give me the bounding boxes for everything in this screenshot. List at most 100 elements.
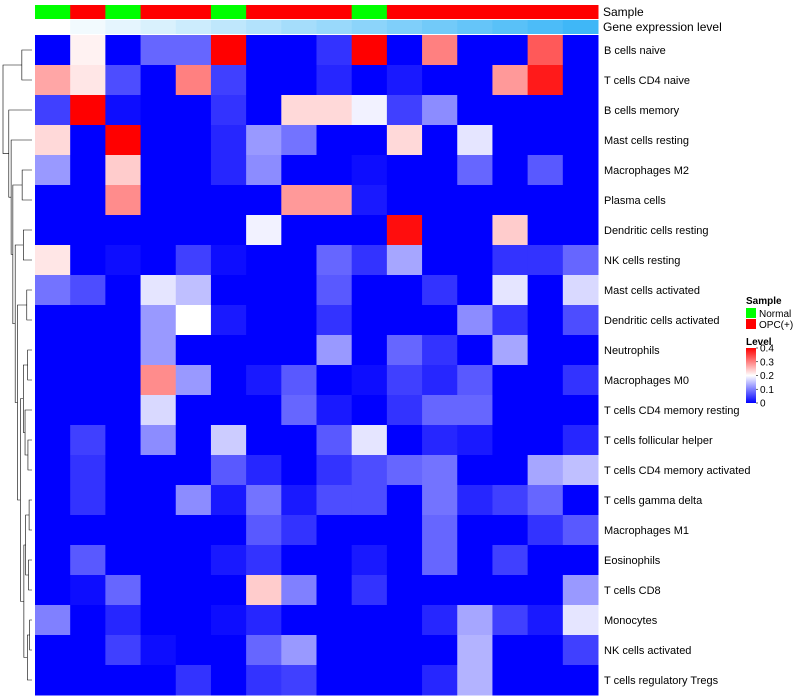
- heatmap-cell: [386, 125, 423, 156]
- heatmap-cell: [140, 245, 177, 276]
- sample-annotation-cell: [140, 5, 177, 19]
- heatmap-cell: [527, 455, 564, 486]
- dendrogram-branch: [28, 559, 32, 591]
- heatmap-cell: [492, 125, 529, 156]
- heatmap-cell: [562, 275, 599, 306]
- heatmap-cell: [35, 455, 71, 486]
- heatmap-cell: [351, 395, 388, 426]
- heatmap-cell: [140, 635, 177, 666]
- heatmap-cell: [246, 35, 282, 66]
- heatmap-cell: [175, 65, 212, 96]
- heatmap-cell: [562, 425, 599, 456]
- heatmap-cell: [281, 635, 317, 666]
- heatmap-cell: [351, 35, 388, 66]
- heatmap-cell: [35, 215, 71, 246]
- heatmap-cell: [105, 155, 142, 186]
- heatmap-cell: [246, 215, 282, 246]
- heatmap-cell: [386, 635, 423, 666]
- heatmap-cell: [351, 95, 388, 126]
- heatmap-cell: [351, 155, 388, 186]
- heatmap-cell: [316, 395, 353, 426]
- heatmap-cell: [316, 215, 353, 246]
- row-label: Dendritic cells activated: [604, 315, 720, 327]
- heatmap-cell: [210, 155, 247, 186]
- heatmap-cell: [316, 455, 353, 486]
- dendrogram-branch: [24, 409, 32, 456]
- heatmap-cell: [562, 575, 599, 606]
- level-tick-label: 0.3: [760, 357, 774, 368]
- heatmap-cell: [386, 95, 423, 126]
- heatmap-cell: [35, 65, 71, 96]
- heatmap-cell: [457, 575, 493, 606]
- heatmap-cell: [105, 515, 142, 546]
- heatmap-cell: [351, 635, 388, 666]
- heatmap-cell: [70, 545, 106, 576]
- heatmap-cell: [35, 575, 71, 606]
- heatmap-cell: [281, 365, 317, 396]
- heatmap-cell: [527, 545, 564, 576]
- heatmap-cell: [210, 635, 247, 666]
- heatmap-cell: [35, 365, 71, 396]
- row-label: B cells memory: [604, 105, 680, 117]
- heatmap-cell: [246, 275, 282, 306]
- heatmap-cell: [422, 365, 458, 396]
- heatmap-cell: [457, 515, 493, 546]
- heatmap-cell: [457, 215, 493, 246]
- heatmap-cell: [281, 35, 317, 66]
- heatmap-cell: [562, 305, 599, 336]
- heatmap-cell: [457, 305, 493, 336]
- heatmap-cell: [246, 125, 282, 156]
- heatmap-cell: [457, 335, 493, 366]
- expression-annotation-cell: [492, 20, 529, 34]
- heatmap-cell: [386, 605, 423, 636]
- heatmap-cell: [105, 305, 142, 336]
- heatmap-cell: [105, 455, 142, 486]
- heatmap-cell: [422, 65, 458, 96]
- heatmap-cell: [140, 665, 177, 696]
- heatmap-cell: [422, 185, 458, 216]
- heatmap-cell: [70, 95, 106, 126]
- heatmap-cell: [457, 665, 493, 696]
- row-label: Monocytes: [604, 615, 658, 627]
- heatmap-cell: [246, 95, 282, 126]
- heatmap-cell: [175, 425, 212, 456]
- heatmap-cell: [175, 35, 212, 66]
- heatmap-cell: [140, 305, 177, 336]
- heatmap-cell: [70, 665, 106, 696]
- heatmap-cell: [246, 425, 282, 456]
- heatmap-cell: [210, 575, 247, 606]
- heatmap-cell: [492, 95, 529, 126]
- sample-annotation-cell: [351, 5, 388, 19]
- heatmap-cell: [457, 365, 493, 396]
- heatmap-cell: [562, 455, 599, 486]
- heatmap-cell: [386, 65, 423, 96]
- expression-annotation-cell: [210, 20, 247, 34]
- heatmap-cell: [562, 665, 599, 696]
- heatmap-cell: [457, 125, 493, 156]
- heatmap-cell: [351, 545, 388, 576]
- heatmap-cell: [316, 485, 353, 516]
- heatmap-cell: [457, 185, 493, 216]
- heatmap-cell: [70, 215, 106, 246]
- heatmap-cell: [210, 545, 247, 576]
- dendrogram-branch: [2, 64, 22, 154]
- heatmap-cell: [210, 425, 247, 456]
- heatmap-cell: [351, 365, 388, 396]
- dendrogram-branch: [21, 49, 32, 81]
- heatmap-cell: [492, 455, 529, 486]
- row-label: Macrophages M2: [604, 165, 689, 177]
- heatmap-cell: [281, 425, 317, 456]
- heatmap-cell: [246, 185, 282, 216]
- heatmap-cell: [562, 35, 599, 66]
- heatmap-cell: [492, 35, 529, 66]
- row-label: Eosinophils: [604, 555, 661, 567]
- heatmap-cell: [457, 545, 493, 576]
- heatmap-cell: [422, 485, 458, 516]
- dendrogram-branch: [21, 169, 32, 201]
- heatmap-cell: [35, 605, 71, 636]
- heatmap-cell: [316, 185, 353, 216]
- heatmap-cell: [527, 245, 564, 276]
- heatmap-cell: [70, 605, 106, 636]
- heatmap-cell: [562, 635, 599, 666]
- dendrogram-branch: [23, 364, 28, 433]
